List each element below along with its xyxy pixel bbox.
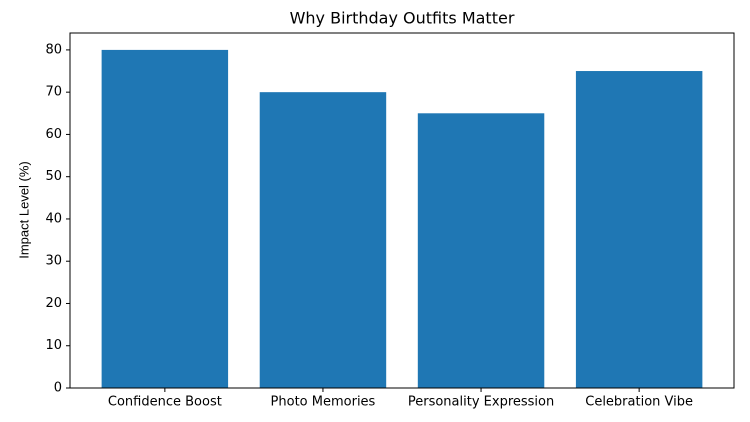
y-tick-label: 30 <box>45 254 62 269</box>
x-tick-label: Confidence Boost <box>108 395 222 410</box>
x-tick-label: Photo Memories <box>271 395 376 410</box>
y-tick-label: 0 <box>54 381 62 396</box>
x-tick-label: Celebration Vibe <box>585 395 693 410</box>
y-axis-label: Impact Level (%) <box>16 161 31 259</box>
y-tick-label: 10 <box>45 338 62 353</box>
bar <box>417 113 545 389</box>
y-tick-label: 80 <box>45 42 62 57</box>
y-tick-label: 50 <box>45 169 62 184</box>
plot-frame <box>69 32 735 389</box>
bar <box>259 92 387 389</box>
y-tick-label: 70 <box>45 85 62 100</box>
bar <box>101 49 229 389</box>
x-tick-label: Personality Expression <box>408 395 554 410</box>
chart-title: Why Birthday Outfits Matter <box>290 9 515 28</box>
y-tick-label: 60 <box>45 127 62 142</box>
bar <box>575 71 703 389</box>
y-tick-label: 40 <box>45 211 62 226</box>
y-tick-label: 20 <box>45 296 62 311</box>
